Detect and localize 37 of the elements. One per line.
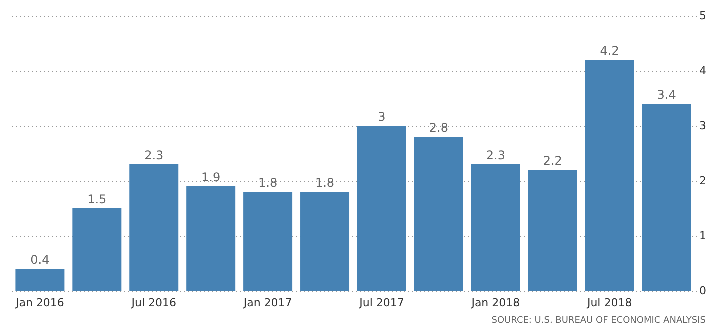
data-label: 2.8 (429, 121, 448, 135)
bar (642, 104, 692, 291)
bar (244, 192, 293, 291)
bar (16, 269, 65, 291)
bar (130, 164, 179, 291)
bar (357, 126, 406, 291)
y-tick-label: 5 (700, 10, 706, 22)
x-tick-label: Jan 2018 (470, 296, 520, 310)
source-note: SOURCE: U.S. BUREAU OF ECONOMIC ANALYSIS (492, 316, 706, 326)
data-label: 1.8 (258, 176, 278, 190)
data-label: 1.5 (88, 192, 107, 206)
y-tick-label: 3 (700, 120, 706, 132)
bar (471, 164, 520, 291)
y-tick-label: 4 (700, 64, 706, 78)
data-label: 1.9 (202, 170, 221, 184)
x-tick-label: Jul 2017 (358, 296, 404, 310)
bar (585, 60, 634, 291)
bar (528, 170, 578, 291)
x-tick-label: Jul 2016 (130, 296, 177, 310)
y-tick-label: 0 (700, 284, 706, 298)
bar (414, 137, 464, 291)
bar (72, 208, 122, 291)
data-label: 3 (378, 110, 386, 124)
data-label: 2.3 (486, 148, 506, 162)
data-label: 4.2 (600, 44, 620, 58)
x-tick-label: Jul 2018 (586, 296, 632, 310)
data-label: 2.2 (543, 154, 562, 168)
data-label: 2.3 (144, 148, 164, 162)
data-label: 1.8 (315, 176, 335, 190)
bar (300, 192, 350, 291)
data-label: 3.4 (657, 88, 676, 102)
data-label: 0.4 (30, 253, 50, 267)
y-tick-label: 2 (700, 174, 706, 188)
bar (186, 186, 236, 291)
x-tick-label: Jan 2017 (242, 296, 292, 310)
x-tick-label: Jan 2016 (14, 296, 64, 310)
y-tick-label: 1 (700, 230, 706, 242)
